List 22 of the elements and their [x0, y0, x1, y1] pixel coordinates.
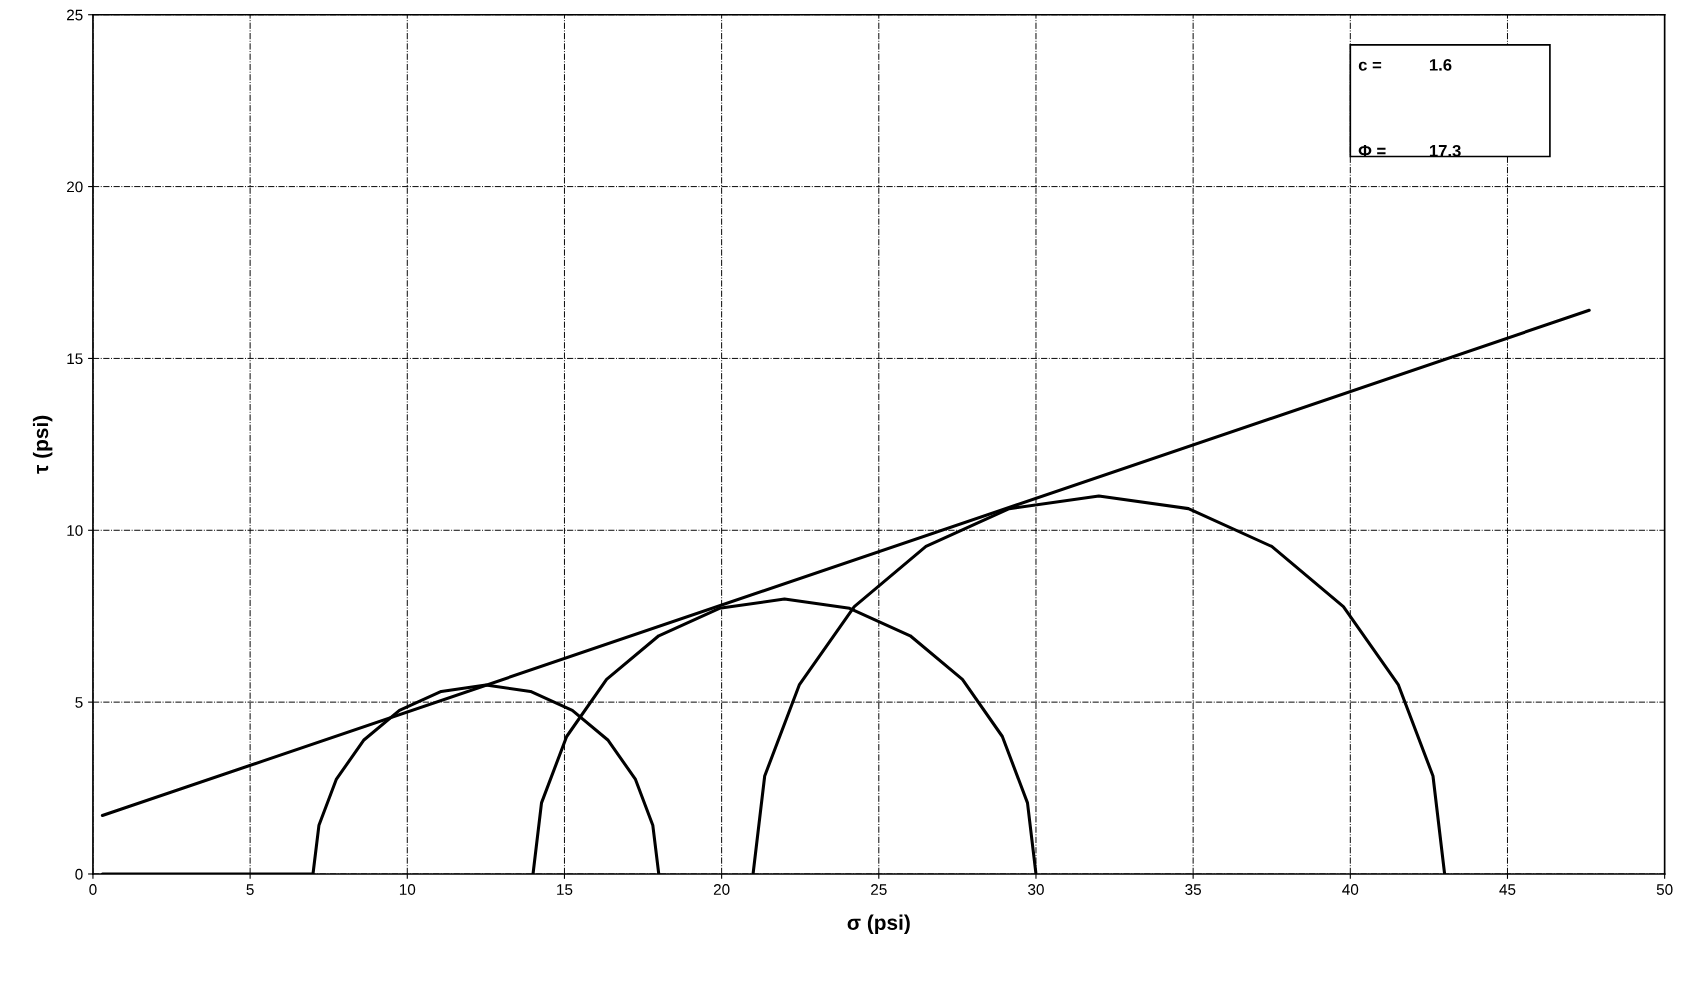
- x-tick-label: 25: [871, 884, 887, 895]
- y-tick-label: 20: [67, 181, 83, 193]
- y-tick-label: 25: [67, 9, 83, 21]
- y-tick-label: 10: [67, 525, 83, 536]
- x-tick-label: 50: [1656, 884, 1673, 895]
- x-tick-label: 15: [557, 884, 573, 895]
- x-tick-label: 0: [89, 884, 97, 895]
- annotation: 1.6: [1429, 58, 1452, 71]
- x-tick-label: 10: [399, 884, 416, 895]
- y-tick-label: 15: [67, 353, 83, 365]
- y-axis-title: τ (psi): [32, 415, 53, 474]
- annotation: c =: [1358, 61, 1382, 71]
- y-tick-label: 0: [75, 868, 83, 880]
- x-tick-label: 20: [713, 884, 730, 895]
- x-tick-label: 45: [1499, 884, 1516, 895]
- y-tick-label: 5: [75, 697, 83, 708]
- x-tick-label: 30: [1028, 884, 1044, 895]
- x-tick-label: 5: [246, 884, 254, 895]
- x-axis-title: σ (psi): [847, 914, 910, 935]
- x-tick-label: 35: [1185, 884, 1201, 895]
- x-tick-label: 40: [1342, 884, 1359, 895]
- annotation: Φ =: [1358, 144, 1386, 157]
